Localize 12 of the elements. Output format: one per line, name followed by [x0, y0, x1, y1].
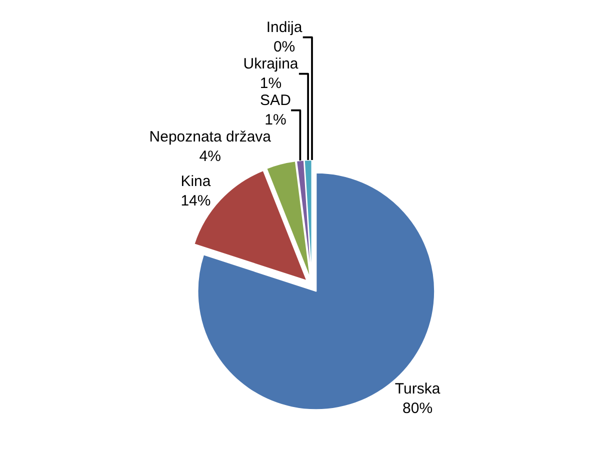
- data-label: 4%: [199, 148, 221, 166]
- data-label: 1%: [260, 75, 282, 92]
- slice-label: Ukrajina: [243, 56, 299, 73]
- data-label: 1%: [264, 112, 286, 129]
- slice-label: Kina: [180, 172, 212, 190]
- slice-label: Nepoznata država: [149, 128, 272, 146]
- text: 0%: [273, 38, 296, 56]
- slice-label: SAD: [260, 92, 292, 110]
- data-label: 80%: [402, 400, 433, 418]
- slice-label: Turska: [394, 380, 441, 398]
- data-label: 14%: [180, 192, 211, 210]
- category-label: Indija: [266, 19, 302, 36]
